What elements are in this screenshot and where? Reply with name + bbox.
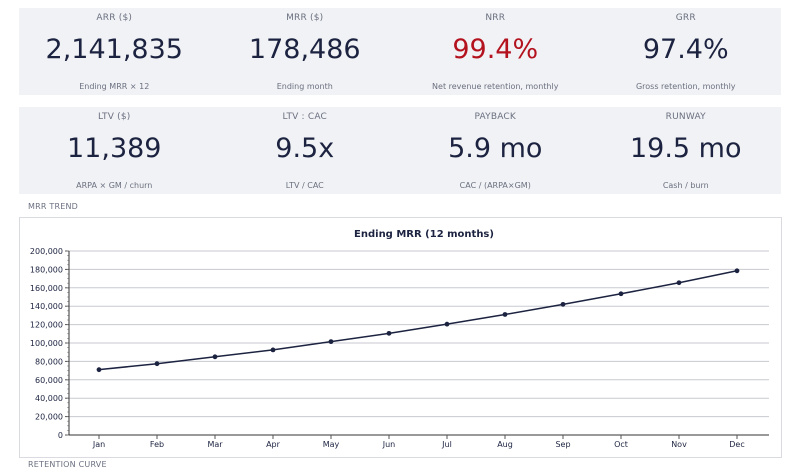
kpi-value: 9.5x — [275, 133, 335, 164]
mrr-series-line — [98, 270, 738, 371]
kpi-label: MRR ($) — [286, 13, 324, 23]
kpi-value: 5.9 mo — [448, 133, 543, 164]
y-tick-label: 100,000 — [30, 339, 63, 348]
kpi-value: 2,141,835 — [45, 34, 183, 65]
kpi-payback: PAYBACK 5.9 mo CAC / (ARPA×GM) — [400, 107, 591, 194]
x-tick-label: Oct — [614, 440, 628, 449]
y-tick-label: 80,000 — [35, 357, 63, 366]
mrr-data-point — [328, 339, 334, 345]
x-tick-label: Mar — [207, 440, 223, 449]
x-tick-label: Feb — [150, 440, 164, 449]
mrr-data-point — [444, 321, 450, 327]
y-tick-label: 20,000 — [35, 413, 63, 422]
kpi-value: 99.4% — [452, 34, 539, 65]
kpi-label: GRR — [675, 13, 696, 23]
mrr-data-point — [270, 347, 276, 353]
kpi-label: ARR ($) — [96, 13, 133, 23]
mrr-data-point — [212, 354, 218, 360]
y-tick-label: 200,000 — [30, 247, 63, 256]
kpi-subtitle: CAC / (ARPA×GM) — [459, 181, 531, 190]
kpi-subtitle: Gross retention, monthly — [635, 82, 736, 91]
kpi-row-secondary: LTV ($) 11,389 ARPA × GM / churn LTV : C… — [19, 107, 781, 194]
x-tick-label: Nov — [671, 440, 687, 449]
kpi-subtitle: Cash / burn — [662, 181, 709, 190]
mrr-trend-chart: Ending MRR (12 months) 0 20,000 40,000 60,00… — [19, 217, 782, 458]
kpi-nrr: NRR 99.4% Net revenue retention, monthly — [400, 8, 591, 95]
kpi-runway: RUNWAY 19.5 mo Cash / burn — [591, 107, 782, 194]
kpi-subtitle: Ending month — [276, 82, 333, 91]
kpi-subtitle: Net revenue retention, monthly — [432, 82, 559, 91]
mrr-data-point — [618, 291, 624, 297]
x-tick-label: May — [323, 440, 340, 449]
mrr-data-point — [676, 280, 682, 286]
kpi-subtitle: Ending MRR × 12 — [79, 82, 150, 91]
x-tick-label: Aug — [497, 440, 513, 449]
mrr-chart-svg: Ending MRR (12 months) 0 20,000 40,000 60,00… — [30, 229, 769, 449]
kpi-value: 11,389 — [67, 133, 162, 164]
y-tick-label: 60,000 — [35, 376, 63, 385]
kpi-subtitle: LTV / CAC — [285, 181, 324, 190]
kpi-label: RUNWAY — [665, 112, 706, 122]
y-tick-label: 0 — [58, 431, 63, 440]
chart-title: Ending MRR (12 months) — [354, 229, 494, 240]
kpi-label: NRR — [485, 13, 506, 23]
x-tick-label: Jul — [441, 440, 452, 449]
kpi-mrr: MRR ($) 178,486 Ending month — [210, 8, 401, 95]
mrr-data-point — [96, 367, 102, 373]
x-tick-label: Jun — [382, 440, 396, 449]
y-tick-label: 180,000 — [30, 265, 63, 274]
y-tick-label: 120,000 — [30, 321, 63, 330]
kpi-label: LTV ($) — [98, 112, 131, 122]
kpi-value: 178,486 — [248, 34, 361, 65]
x-tick-label: Apr — [266, 440, 281, 449]
kpi-label: PAYBACK — [474, 112, 517, 122]
section-label-retention-curve: RETENTION CURVE — [28, 460, 107, 469]
x-tick-label: Sep — [555, 440, 570, 449]
kpi-label: LTV : CAC — [282, 112, 328, 122]
mrr-data-point — [734, 268, 740, 274]
kpi-arr: ARR ($) 2,141,835 Ending MRR × 12 — [19, 8, 210, 95]
kpi-subtitle: ARPA × GM / churn — [76, 181, 153, 190]
mrr-data-point — [560, 301, 566, 307]
mrr-data-point — [502, 312, 508, 317]
kpi-value: 19.5 mo — [629, 133, 742, 164]
kpi-ltv-cac: LTV : CAC 9.5x LTV / CAC — [210, 107, 401, 194]
mrr-data-point — [154, 361, 160, 367]
x-tick-label: Jan — [92, 440, 105, 449]
y-tick-label: 160,000 — [30, 284, 63, 293]
x-tick-label: Dec — [729, 440, 744, 449]
kpi-row-primary: ARR ($) 2,141,835 Ending MRR × 12 MRR ($… — [19, 8, 781, 95]
y-tick-label: 40,000 — [35, 394, 63, 403]
y-tick-label: 140,000 — [30, 302, 63, 311]
kpi-ltv: LTV ($) 11,389 ARPA × GM / churn — [19, 107, 210, 194]
kpi-grr: GRR 97.4% Gross retention, monthly — [591, 8, 782, 95]
mrr-data-point — [386, 330, 392, 336]
section-label-mrr-trend: MRR TREND — [28, 202, 79, 211]
kpi-value: 97.4% — [642, 34, 729, 65]
